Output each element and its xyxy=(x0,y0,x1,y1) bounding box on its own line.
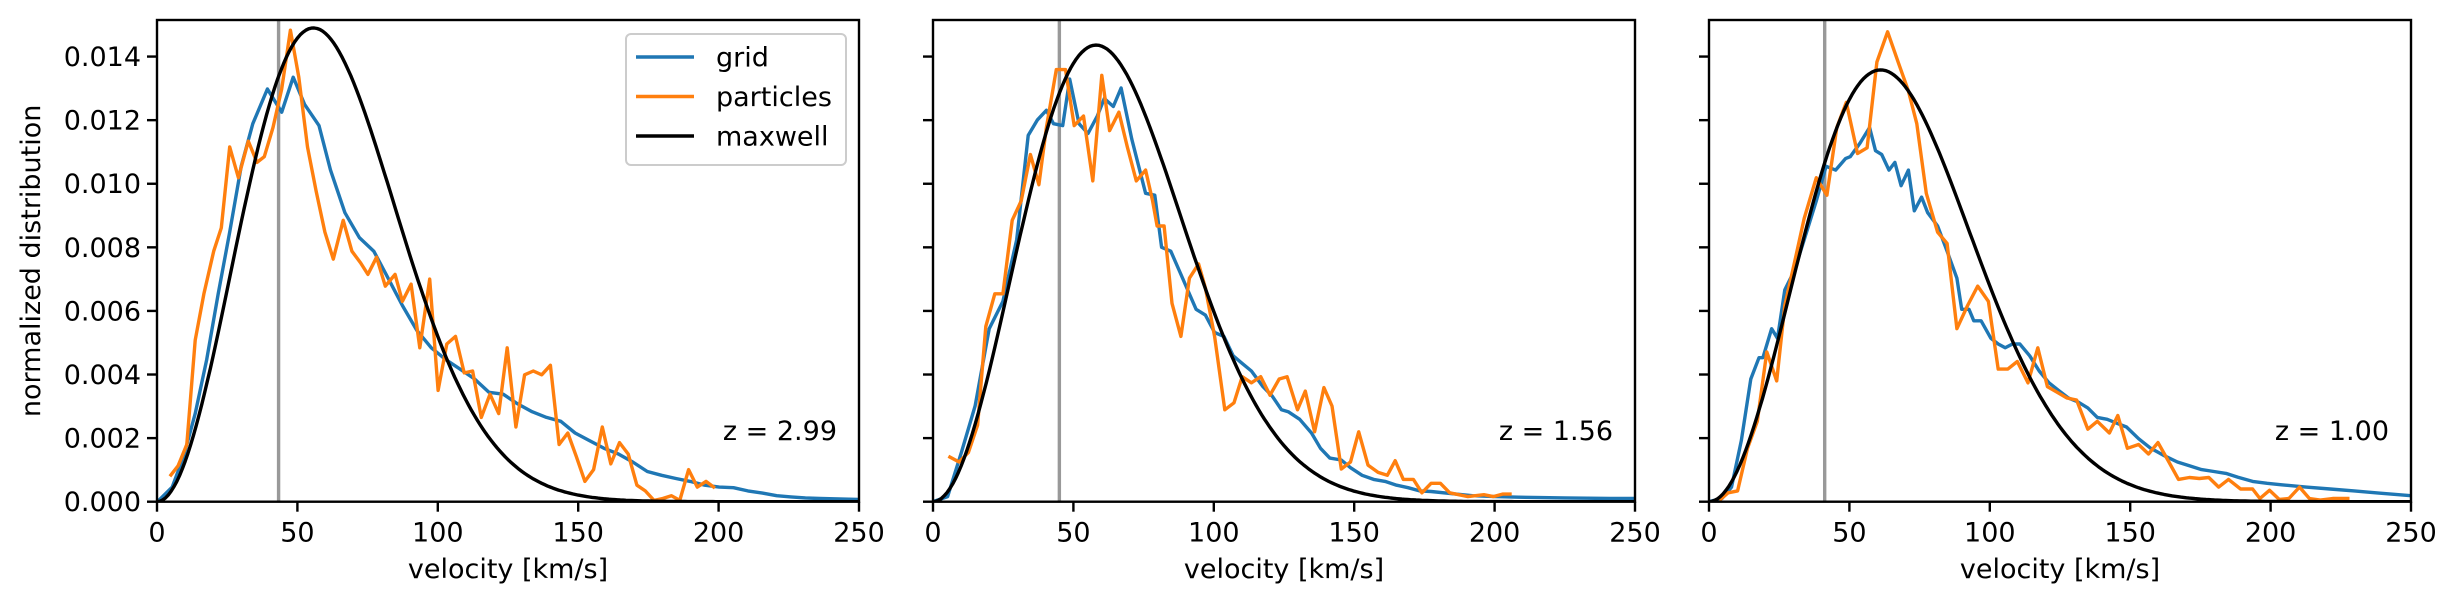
redshift-annotation: z = 1.00 xyxy=(2275,416,2389,447)
legend-label-maxwell: maxwell xyxy=(716,122,829,153)
y-tick-label: 0.010 xyxy=(64,169,141,200)
x-tick-label: 150 xyxy=(2104,518,2156,549)
x-tick-label: 0 xyxy=(148,518,165,549)
x-tick-label: 100 xyxy=(1964,518,2016,549)
x-tick-label: 50 xyxy=(1056,518,1090,549)
y-tick-label: 0.008 xyxy=(64,233,141,264)
x-tick-label: 150 xyxy=(1328,518,1380,549)
x-axis-label: velocity [km/s] xyxy=(1960,554,2160,585)
series-particles-line xyxy=(168,28,716,502)
legend-box xyxy=(625,33,847,166)
x-tick-label: 200 xyxy=(693,518,745,549)
y-tick-label: 0.004 xyxy=(64,360,141,391)
axes-frame xyxy=(931,18,1637,503)
series-particles-line xyxy=(1718,30,2350,502)
panel-2: 0 50 100 150 200 250 velocity [km/s] z = 1.56 xyxy=(923,18,1661,585)
x-tick-label: 50 xyxy=(1832,518,1866,549)
x-tick-label: 250 xyxy=(833,518,885,549)
x-tick-label: 100 xyxy=(1188,518,1240,549)
x-tick-label: 200 xyxy=(2245,518,2297,549)
legend-label-grid: grid xyxy=(716,43,769,74)
y-axis-label: normalized distribution xyxy=(16,105,47,417)
x-tick-label: 0 xyxy=(924,518,941,549)
x-axis-label: velocity [km/s] xyxy=(408,554,608,585)
axes-frame xyxy=(1707,18,2413,503)
series-particles-line xyxy=(947,67,1512,499)
y-tick-label: 0.006 xyxy=(64,296,141,327)
x-tick-label: 250 xyxy=(2385,518,2437,549)
x-tick-label: 100 xyxy=(412,518,464,549)
x-tick-label: 50 xyxy=(280,518,314,549)
plot-area xyxy=(1709,20,2411,502)
x-tick-label: 250 xyxy=(1609,518,1661,549)
redshift-annotation: z = 1.56 xyxy=(1499,416,1613,447)
y-tick-label: 0.014 xyxy=(64,42,141,73)
legend: grid particles maxwell xyxy=(625,33,847,166)
x-tick-label: 200 xyxy=(1469,518,1521,549)
x-tick-label: 150 xyxy=(552,518,604,549)
y-tick-label: 0.002 xyxy=(64,424,141,455)
series-grid-line xyxy=(157,75,859,502)
y-tick-label: 0.012 xyxy=(64,106,141,137)
y-tick-label: 0.000 xyxy=(64,487,141,518)
panel-1: 0 50 100 150 200 250 0.000 0.002 0.004 0.006 0.008… xyxy=(16,18,885,585)
redshift-annotation: z = 2.99 xyxy=(723,416,837,447)
x-axis-label: velocity [km/s] xyxy=(1184,554,1384,585)
legend-label-particles: particles xyxy=(716,82,832,113)
x-tick-label: 0 xyxy=(1700,518,1717,549)
axes-frame xyxy=(155,18,861,503)
panel-3: 0 50 100 150 200 250 velocity [km/s] z = 1.00 xyxy=(1699,18,2437,585)
